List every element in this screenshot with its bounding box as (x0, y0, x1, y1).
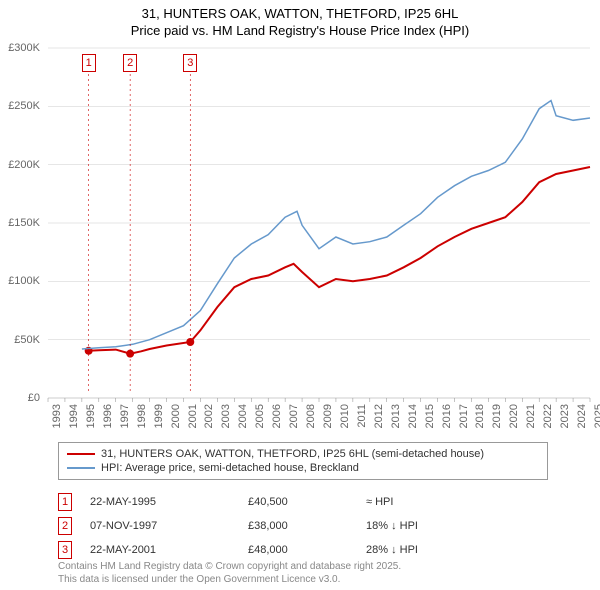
x-tick-label: 2022 (542, 404, 554, 428)
x-tick-label: 2006 (271, 404, 283, 428)
footer-line-2: This data is licensed under the Open Gov… (58, 573, 401, 586)
legend-swatch-property (67, 453, 95, 455)
sale-row: 2 07-NOV-1997 £38,000 18% ↓ HPI (58, 514, 548, 538)
x-tick-label: 1993 (51, 404, 63, 428)
x-tick-label: 2018 (474, 404, 486, 428)
y-tick-label: £300K (8, 42, 40, 54)
y-tick-label: £200K (8, 159, 40, 171)
x-tick-label: 2002 (203, 404, 215, 428)
sale-num-box: 2 (58, 517, 72, 535)
x-tick-label: 2010 (339, 404, 351, 428)
series-line-property (89, 167, 590, 354)
sale-date: 22-MAY-1995 (90, 496, 230, 508)
x-tick-label: 2019 (491, 404, 503, 428)
sale-num-box: 3 (58, 541, 72, 559)
x-tick-label: 2017 (458, 404, 470, 428)
sale-num-box: 1 (58, 493, 72, 511)
sale-delta: 18% ↓ HPI (366, 520, 486, 532)
x-tick-label: 2012 (373, 404, 385, 428)
legend-item-hpi: HPI: Average price, semi-detached house,… (67, 461, 539, 475)
x-tick-label: 1999 (153, 404, 165, 428)
x-tick-label: 2023 (559, 404, 571, 428)
y-tick-label: £100K (8, 275, 40, 287)
footer: Contains HM Land Registry data © Crown c… (58, 560, 401, 586)
x-tick-label: 2009 (322, 404, 334, 428)
x-tick-label: 1994 (68, 404, 80, 428)
x-tick-label: 1998 (136, 404, 148, 428)
x-tick-label: 2001 (187, 404, 199, 428)
chart-flag-2: 2 (123, 54, 137, 72)
x-tick-label: 2021 (525, 404, 537, 428)
sale-row: 1 22-MAY-1995 £40,500 ≈ HPI (58, 490, 548, 514)
chart-svg (48, 48, 590, 398)
title-line-2: Price paid vs. HM Land Registry's House … (0, 23, 600, 40)
x-tick-label: 2016 (441, 404, 453, 428)
chart-flag-1: 1 (82, 54, 96, 72)
sale-row: 3 22-MAY-2001 £48,000 28% ↓ HPI (58, 538, 548, 562)
sale-date: 07-NOV-1997 (90, 520, 230, 532)
y-tick-label: £0 (28, 392, 40, 404)
x-tick-label: 1997 (119, 404, 131, 428)
x-tick-label: 2014 (407, 404, 419, 428)
y-tick-label: £50K (14, 334, 40, 346)
chart-title: 31, HUNTERS OAK, WATTON, THETFORD, IP25 … (0, 0, 600, 40)
y-tick-label: £250K (8, 100, 40, 112)
title-line-1: 31, HUNTERS OAK, WATTON, THETFORD, IP25 … (0, 6, 600, 23)
x-tick-label: 2024 (576, 404, 588, 428)
legend-label-hpi: HPI: Average price, semi-detached house,… (101, 462, 359, 474)
x-axis: 1993 1994 1995 1996 1997 1998 1999 2000 2001 2002… (48, 400, 590, 444)
legend-item-property: 31, HUNTERS OAK, WATTON, THETFORD, IP25 … (67, 447, 539, 461)
legend-label-property: 31, HUNTERS OAK, WATTON, THETFORD, IP25 … (101, 448, 484, 460)
x-tick-label: 2013 (390, 404, 402, 428)
x-tick-label: 2020 (508, 404, 520, 428)
x-tick-label: 1996 (102, 404, 114, 428)
x-tick-label: 2007 (288, 404, 300, 428)
x-tick-label: 2015 (424, 404, 436, 428)
plot-area: 1 2 3 (48, 48, 590, 398)
legend: 31, HUNTERS OAK, WATTON, THETFORD, IP25 … (58, 442, 548, 480)
footer-line-1: Contains HM Land Registry data © Crown c… (58, 560, 401, 573)
sale-delta: 28% ↓ HPI (366, 544, 486, 556)
sale-delta: ≈ HPI (366, 496, 486, 508)
x-tick-label: 2008 (305, 404, 317, 428)
x-tick-label: 1995 (85, 404, 97, 428)
sale-price: £38,000 (248, 520, 348, 532)
sale-price: £48,000 (248, 544, 348, 556)
x-tick-label: 2004 (237, 404, 249, 428)
sales-table: 1 22-MAY-1995 £40,500 ≈ HPI 2 07-NOV-1997 £38,… (58, 490, 548, 562)
chart-container: 31, HUNTERS OAK, WATTON, THETFORD, IP25 … (0, 0, 600, 590)
x-tick-label: 2025 (593, 404, 600, 428)
series-line-hpi (82, 101, 590, 350)
x-tick-label: 2005 (254, 404, 266, 428)
sale-price: £40,500 (248, 496, 348, 508)
y-tick-label: £150K (8, 217, 40, 229)
y-axis: £0£50K£100K£150K£200K£250K£300K (0, 48, 44, 398)
sale-date: 22-MAY-2001 (90, 544, 230, 556)
legend-swatch-hpi (67, 467, 95, 469)
x-tick-label: 2011 (356, 404, 368, 428)
x-tick-label: 2003 (220, 404, 232, 428)
x-tick-label: 2000 (170, 404, 182, 428)
chart-flag-3: 3 (183, 54, 197, 72)
